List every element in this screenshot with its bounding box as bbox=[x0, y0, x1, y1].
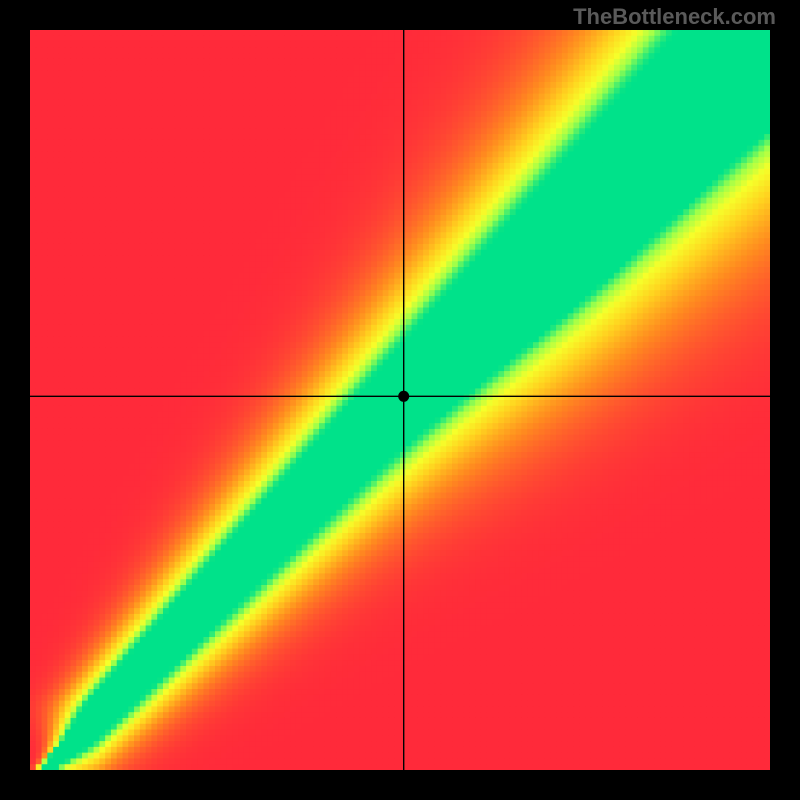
heatmap-svg bbox=[30, 30, 770, 770]
heatmap-plot bbox=[30, 30, 770, 770]
crosshair-marker bbox=[398, 391, 409, 402]
chart-frame: TheBottleneck.com bbox=[0, 0, 800, 800]
watermark-text: TheBottleneck.com bbox=[573, 4, 776, 30]
